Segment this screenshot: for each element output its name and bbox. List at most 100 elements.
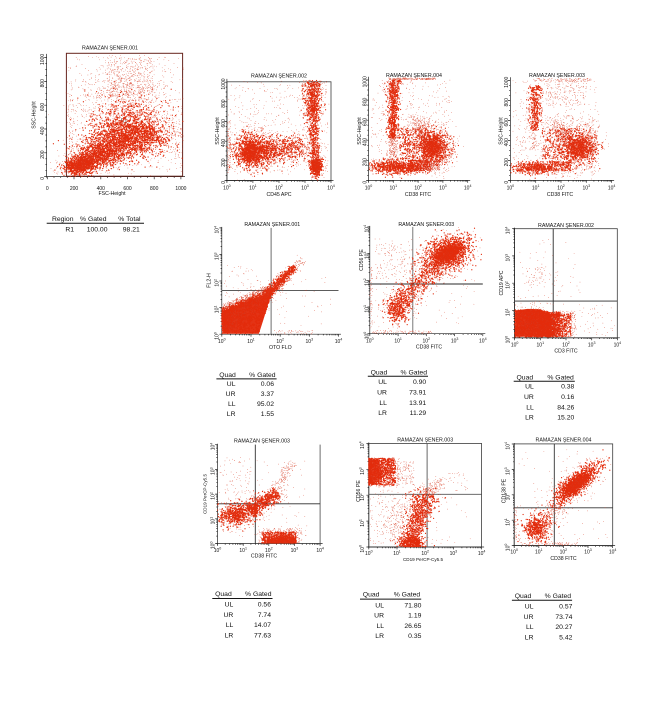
svg-text:CD45 APC: CD45 APC bbox=[266, 192, 291, 198]
svg-text:LL: LL bbox=[526, 624, 534, 631]
svg-text:104: 104 bbox=[359, 441, 366, 449]
svg-text:LR: LR bbox=[227, 411, 236, 418]
svg-text:103: 103 bbox=[291, 547, 299, 554]
svg-text:400: 400 bbox=[504, 138, 510, 147]
svg-text:CD19 PerCP-Cy5.5: CD19 PerCP-Cy5.5 bbox=[403, 557, 444, 562]
svg-text:600: 600 bbox=[221, 119, 227, 128]
svg-text:100: 100 bbox=[209, 542, 216, 550]
svg-text:SSC-Height: SSC-Height bbox=[357, 117, 363, 145]
svg-text:400: 400 bbox=[40, 126, 46, 135]
svg-text:0.56: 0.56 bbox=[258, 602, 271, 609]
svg-text:100: 100 bbox=[511, 341, 519, 348]
svg-text:CD38 FITC: CD38 FITC bbox=[405, 192, 431, 198]
svg-text:600: 600 bbox=[123, 186, 132, 192]
svg-text:CD3 FITC: CD3 FITC bbox=[554, 349, 578, 355]
svg-text:UL: UL bbox=[525, 604, 534, 611]
svg-text:UR: UR bbox=[524, 614, 534, 621]
svg-text:0.57: 0.57 bbox=[559, 604, 572, 611]
svg-text:% Gated: % Gated bbox=[545, 593, 572, 600]
svg-text:UR: UR bbox=[524, 394, 534, 401]
svg-text:101: 101 bbox=[504, 518, 511, 526]
svg-text:CD19 APC: CD19 APC bbox=[499, 270, 505, 295]
svg-text:% Gated: % Gated bbox=[245, 591, 272, 598]
svg-text:Quad: Quad bbox=[215, 591, 232, 598]
svg-text:LL: LL bbox=[379, 400, 387, 407]
svg-text:100: 100 bbox=[365, 184, 373, 191]
svg-text:600: 600 bbox=[40, 103, 46, 112]
svg-text:RAMAZAN ŞENER.001: RAMAZAN ŞENER.001 bbox=[82, 46, 138, 52]
svg-text:Quad: Quad bbox=[517, 374, 534, 381]
svg-text:103: 103 bbox=[450, 550, 458, 557]
svg-text:R1: R1 bbox=[65, 226, 74, 233]
svg-text:1.19: 1.19 bbox=[408, 613, 421, 620]
svg-text:13.91: 13.91 bbox=[409, 400, 426, 407]
svg-text:200: 200 bbox=[504, 158, 510, 167]
svg-text:103: 103 bbox=[504, 467, 511, 475]
svg-text:71.80: 71.80 bbox=[404, 602, 421, 609]
svg-text:103: 103 bbox=[451, 337, 459, 344]
svg-text:FL2-H: FL2-H bbox=[207, 273, 213, 288]
svg-text:104: 104 bbox=[327, 184, 335, 191]
svg-text:800: 800 bbox=[363, 98, 369, 107]
svg-text:103: 103 bbox=[363, 252, 370, 260]
svg-text:101: 101 bbox=[247, 338, 255, 345]
svg-text:0: 0 bbox=[363, 181, 369, 184]
svg-text:LR: LR bbox=[378, 410, 387, 417]
svg-text:100: 100 bbox=[504, 544, 511, 552]
svg-text:RAMAZAN ŞENER.003: RAMAZAN ŞENER.003 bbox=[398, 222, 454, 228]
svg-text:73.74: 73.74 bbox=[555, 614, 572, 621]
svg-text:104: 104 bbox=[609, 548, 617, 555]
svg-text:104: 104 bbox=[363, 225, 370, 233]
svg-text:101: 101 bbox=[532, 184, 540, 191]
svg-text:CD56 PE: CD56 PE bbox=[356, 480, 362, 502]
svg-text:11.29: 11.29 bbox=[410, 410, 427, 417]
svg-text:101: 101 bbox=[249, 184, 257, 191]
svg-text:800: 800 bbox=[150, 186, 159, 192]
svg-text:CD38 FITC: CD38 FITC bbox=[547, 192, 573, 198]
svg-text:104: 104 bbox=[479, 337, 487, 344]
svg-text:LR: LR bbox=[525, 634, 534, 641]
svg-text:0: 0 bbox=[46, 186, 49, 192]
svg-text:104: 104 bbox=[504, 442, 511, 450]
svg-text:100: 100 bbox=[359, 545, 366, 553]
svg-text:UL: UL bbox=[525, 384, 534, 391]
svg-text:100: 100 bbox=[213, 332, 220, 340]
svg-text:101: 101 bbox=[213, 306, 220, 314]
svg-text:104: 104 bbox=[209, 443, 216, 451]
svg-text:101: 101 bbox=[359, 519, 366, 527]
svg-text:102: 102 bbox=[265, 547, 273, 554]
svg-text:102: 102 bbox=[275, 184, 283, 191]
svg-text:5.42: 5.42 bbox=[559, 634, 572, 641]
svg-text:100: 100 bbox=[214, 547, 222, 554]
svg-text:600: 600 bbox=[504, 118, 510, 127]
svg-text:102: 102 bbox=[423, 337, 431, 344]
svg-text:104: 104 bbox=[316, 547, 324, 554]
svg-text:101: 101 bbox=[390, 184, 398, 191]
svg-text:RAMAZAN ŞENER.004: RAMAZAN ŞENER.004 bbox=[536, 438, 592, 444]
svg-text:200: 200 bbox=[363, 158, 369, 167]
svg-text:RAMAZAN ŞENER.004: RAMAZAN ŞENER.004 bbox=[386, 73, 442, 79]
svg-text:103: 103 bbox=[301, 184, 309, 191]
svg-text:100: 100 bbox=[223, 184, 231, 191]
svg-text:UL: UL bbox=[225, 602, 234, 609]
svg-text:102: 102 bbox=[557, 184, 565, 191]
svg-text:% Gated: % Gated bbox=[401, 370, 428, 377]
svg-text:LL: LL bbox=[526, 404, 534, 411]
svg-text:CD56 PE: CD56 PE bbox=[359, 249, 365, 271]
svg-text:102: 102 bbox=[213, 279, 220, 287]
svg-text:102: 102 bbox=[276, 338, 284, 345]
svg-text:102: 102 bbox=[209, 492, 216, 500]
svg-text:20.27: 20.27 bbox=[555, 624, 572, 631]
svg-text:102: 102 bbox=[504, 281, 511, 289]
svg-text:102: 102 bbox=[363, 278, 370, 286]
svg-text:800: 800 bbox=[221, 99, 227, 108]
svg-text:% Gated: % Gated bbox=[249, 372, 276, 379]
svg-text:103: 103 bbox=[583, 184, 591, 191]
svg-text:103: 103 bbox=[213, 253, 220, 261]
svg-text:1000: 1000 bbox=[175, 186, 186, 192]
svg-text:0: 0 bbox=[221, 181, 227, 184]
svg-text:84.26: 84.26 bbox=[557, 404, 574, 411]
svg-text:1000: 1000 bbox=[221, 78, 227, 89]
svg-text:RAMAZAN ŞENER.003: RAMAZAN ŞENER.003 bbox=[397, 438, 453, 444]
svg-text:103: 103 bbox=[504, 254, 511, 262]
